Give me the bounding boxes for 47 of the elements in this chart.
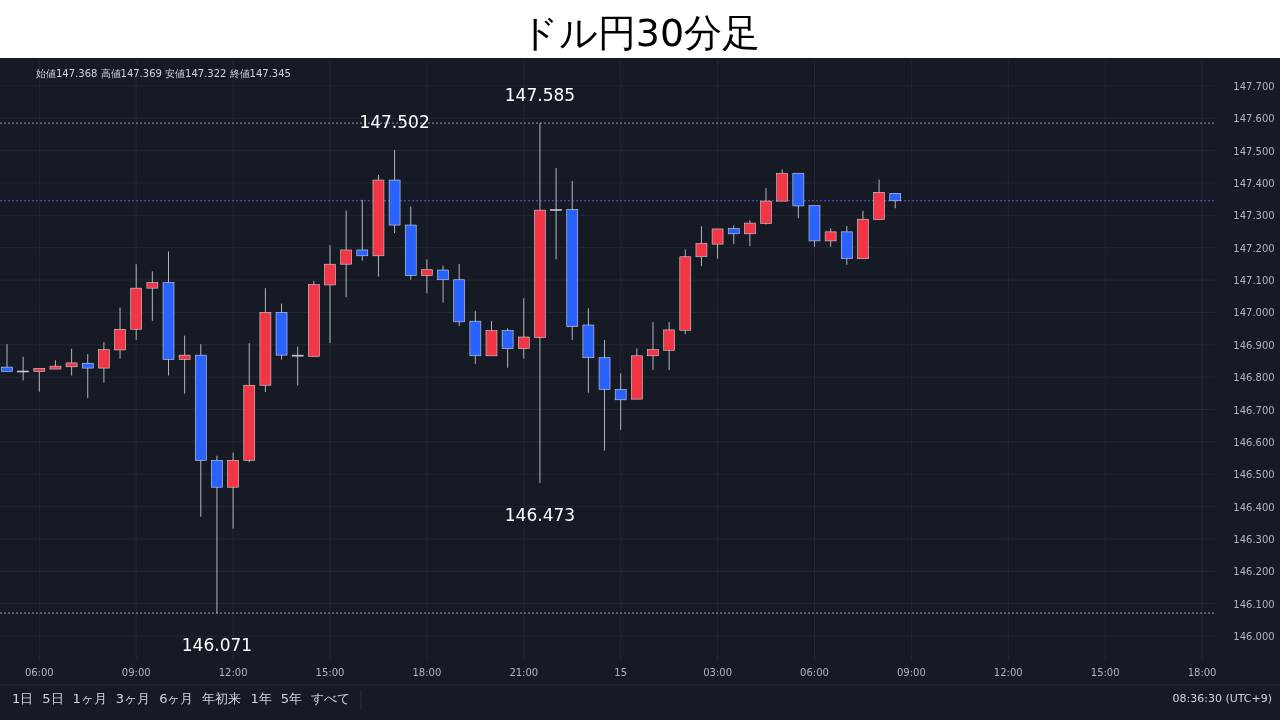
- x-tick-label: 09:00: [121, 667, 151, 678]
- text: すべて: [310, 691, 350, 706]
- annotation: 146.071: [181, 635, 253, 656]
- text: 5日: [42, 691, 64, 706]
- y-tick-label: 146.300: [1233, 533, 1275, 545]
- text: 6ヶ月: [159, 691, 194, 706]
- y-tick-label: 147.000: [1233, 307, 1275, 319]
- text: 08:36:30 (UTC+9): [1172, 692, 1272, 705]
- chart-title: ドル円30分足: [519, 11, 761, 55]
- text: 1年: [250, 691, 272, 706]
- text: 年初来: [202, 691, 242, 706]
- x-tick-label: 18:00: [1187, 667, 1217, 678]
- y-tick-label: 146.800: [1233, 372, 1275, 384]
- y-tick-label: 146.200: [1233, 566, 1275, 578]
- x-tick-label: 03:00: [703, 667, 732, 678]
- annotation: 147.585: [504, 85, 576, 106]
- y-tick-label: 146.600: [1233, 436, 1275, 448]
- x-tick-label: 15:00: [1090, 667, 1120, 678]
- annotation: 始値147.368 高値147.369 安値147.322 終値147.345: [36, 68, 291, 79]
- y-tick-label: 146.500: [1233, 469, 1275, 481]
- x-tick-label: 15:00: [315, 667, 345, 678]
- y-tick-label: 146.900: [1233, 339, 1275, 351]
- x-tick-label: 06:00: [24, 667, 54, 678]
- y-tick-label: 147.100: [1233, 275, 1275, 287]
- y-tick-label: 147.600: [1233, 113, 1275, 125]
- text: 5年: [280, 691, 302, 706]
- x-tick-label: 15: [614, 667, 628, 678]
- y-tick-label: 147.700: [1233, 80, 1275, 92]
- x-tick-label: 09:00: [896, 667, 926, 678]
- y-tick-label: 147.500: [1233, 145, 1275, 157]
- y-tick-label: 147.400: [1233, 177, 1275, 189]
- annotation: 147.502: [359, 111, 430, 132]
- y-tick-label: 146.100: [1233, 598, 1275, 610]
- x-tick-label: 06:00: [800, 667, 829, 678]
- y-tick-label: 146.400: [1233, 501, 1275, 513]
- x-tick-label: 21:00: [509, 667, 539, 678]
- text: 3ヶ月: [115, 691, 151, 706]
- annotation: 146.473: [504, 504, 576, 525]
- y-tick-label: 147.200: [1233, 242, 1275, 254]
- x-tick-label: 12:00: [218, 667, 248, 678]
- text: 1日: [12, 691, 34, 706]
- y-tick-label: 146.000: [1233, 631, 1275, 643]
- y-tick-label: 146.700: [1233, 404, 1275, 416]
- text: 1ヶ月: [72, 691, 107, 706]
- y-tick-label: 147.300: [1233, 210, 1275, 222]
- x-tick-label: 18:00: [412, 667, 442, 678]
- x-tick-label: 12:00: [993, 667, 1023, 678]
